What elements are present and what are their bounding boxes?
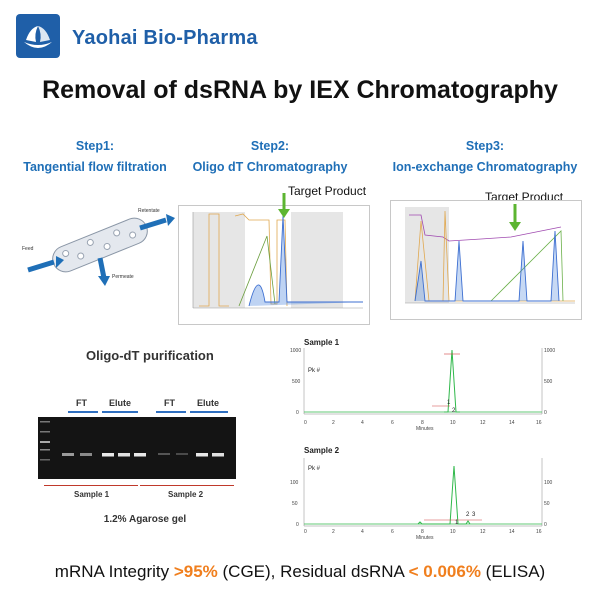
x-tick: 14 (509, 529, 515, 535)
gel-caption: 1.2% Agarose gel (103, 514, 187, 525)
step2-heading: Step2: Oligo dT Chromatography (180, 136, 360, 178)
step1-name: Tangential flow filtration (23, 160, 167, 174)
company-logo (16, 14, 60, 58)
x-tick: 6 (391, 529, 394, 535)
summary-dsrna-label: (CGE), Residual dsRNA (217, 562, 409, 581)
gel-lane-ft-1: FT (76, 398, 87, 408)
gel-sample1-label: Sample 1 (74, 490, 110, 499)
step2-label: Step2: (250, 139, 290, 153)
sample-marker (44, 485, 138, 486)
tff-feed-label: Feed (22, 246, 34, 252)
sample1-x-ticks: 0 2 4 6 8 10 12 14 16 (304, 420, 542, 428)
x-tick: 2 (332, 529, 335, 535)
oligo-dt-chromatogram (178, 205, 370, 325)
lane-marker (190, 411, 228, 413)
step2-name: Oligo dT Chromatography (192, 160, 348, 174)
hands-leaf-logo-icon (24, 26, 52, 48)
x-tick: 12 (480, 529, 486, 535)
step1-label: Step1: (75, 139, 115, 153)
x-tick: 10 (450, 420, 456, 426)
sample2-x-label: Minutes (416, 535, 434, 541)
sample2-y-tick: 50 (292, 501, 298, 507)
tff-permeate-label: Permeate (112, 274, 134, 280)
step3-label: Step3: (465, 139, 505, 153)
gel-lane-elute-2: Elute (197, 398, 220, 408)
results-summary: mRNA Integrity >95% (CGE), Residual dsRN… (0, 562, 600, 582)
sample1-y-tick: 1000 (290, 348, 302, 354)
gel-lane-ft-2: FT (164, 398, 175, 408)
sample1-pk-label: Pk # (308, 368, 321, 374)
sample1-x-label: Minutes (416, 426, 434, 432)
step2-target-arrow-icon (277, 193, 291, 224)
x-tick: 14 (509, 420, 515, 426)
sample2-y-tick-right: 50 (544, 501, 550, 507)
sample1-title: Sample 1 (304, 338, 340, 347)
sample1-peak-number: 1 (447, 400, 451, 406)
lane-marker (102, 411, 138, 413)
gel-sample2-label: Sample 2 (168, 490, 204, 499)
tff-diagram: Feed Retentate Permeate (20, 200, 180, 290)
page-title: Removal of dsRNA by IEX Chromatography (42, 76, 558, 104)
summary-dsrna-value: < 0.006% (408, 562, 481, 581)
sample2-x-ticks: 0 2 4 6 8 10 12 14 16 (304, 529, 542, 537)
agarose-gel-image (38, 417, 236, 479)
x-tick: 0 (304, 420, 307, 426)
x-tick: 4 (361, 529, 364, 535)
lane-marker (156, 411, 186, 413)
summary-elisa-label: (ELISA) (480, 562, 546, 581)
sample2-chromatogram: Sample 2 Pk # 100 50 0 100 50 0 1 2 3 0 … (282, 446, 562, 542)
sample1-y-tick: 500 (292, 379, 301, 385)
x-tick: 0 (304, 529, 307, 535)
sample2-peak-number: 2 (466, 512, 470, 518)
brand-name: Yaohai Bio-Pharma (72, 27, 258, 49)
summary-integrity-value: >95% (173, 562, 218, 581)
x-tick: 2 (332, 420, 335, 426)
x-tick: 10 (450, 529, 456, 535)
step3-target-arrow-icon (508, 204, 522, 237)
x-tick: 8 (421, 529, 424, 535)
tff-retentate-label: Retentate (138, 208, 160, 214)
sample2-title: Sample 2 (304, 446, 340, 455)
sample2-y-tick: 0 (296, 522, 299, 528)
sample1-y-tick: 0 (296, 410, 299, 416)
sample1-y-tick-right: 500 (544, 379, 553, 385)
sample1-peak-number: 2 (452, 408, 456, 414)
sample2-y-tick: 100 (290, 480, 299, 486)
sample1-y-tick-right: 1000 (544, 348, 556, 354)
gel-title: Oligo-dT purification (86, 348, 214, 363)
sample2-y-tick-right: 0 (544, 522, 547, 528)
summary-integrity-label: mRNA Integrity (54, 562, 174, 581)
sample2-peak-number: 3 (472, 512, 476, 518)
step3-heading: Step3: Ion-exchange Chromatography (380, 136, 590, 178)
x-tick: 4 (361, 420, 364, 426)
x-tick: 8 (421, 420, 424, 426)
sample1-y-tick-right: 0 (544, 410, 547, 416)
gel-lane-elute-1: Elute (109, 398, 132, 408)
x-tick: 12 (480, 420, 486, 426)
x-tick: 16 (536, 529, 542, 535)
step1-heading: Step1: Tangential flow filtration (10, 136, 180, 178)
sample2-peak-number: 1 (455, 520, 459, 526)
step2-target-label: Target Product (288, 184, 367, 198)
sample2-y-tick-right: 100 (544, 480, 553, 486)
sample1-chromatogram: Sample 1 Pk # 1000 500 0 1000 500 0 1 2 … (282, 338, 562, 434)
sample-marker (140, 485, 234, 486)
x-tick: 16 (536, 420, 542, 426)
x-tick: 6 (391, 420, 394, 426)
sample2-pk-label: Pk # (308, 466, 321, 472)
step3-name: Ion-exchange Chromatography (392, 160, 578, 174)
lane-marker (68, 411, 98, 413)
iex-chromatogram (390, 200, 582, 320)
